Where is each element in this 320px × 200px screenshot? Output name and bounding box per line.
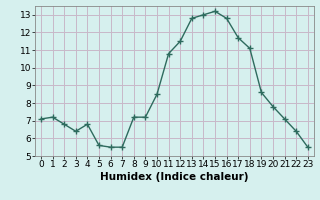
- X-axis label: Humidex (Indice chaleur): Humidex (Indice chaleur): [100, 172, 249, 182]
